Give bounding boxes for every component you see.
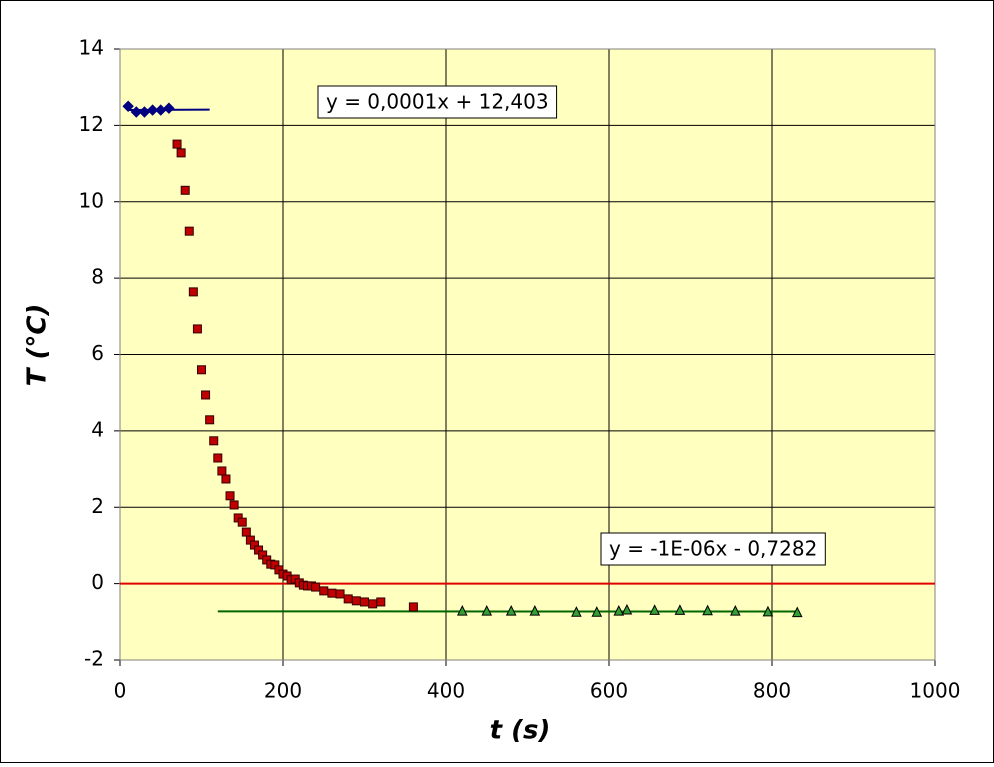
- data-point: [193, 325, 201, 333]
- y-tick-label: -2: [84, 647, 104, 671]
- data-point: [177, 149, 185, 157]
- data-point: [344, 595, 352, 603]
- data-point: [210, 437, 218, 445]
- y-tick-label: 14: [79, 36, 104, 60]
- x-tick-label: 200: [264, 679, 302, 703]
- data-point: [377, 598, 385, 606]
- x-tick-label: 400: [427, 679, 465, 703]
- data-point: [226, 492, 234, 500]
- data-point: [320, 587, 328, 595]
- data-point: [222, 475, 230, 483]
- x-tick-label: 600: [590, 679, 628, 703]
- data-point: [409, 603, 417, 611]
- data-point: [352, 597, 360, 605]
- y-tick-label: 6: [91, 341, 104, 365]
- y-tick-label: 8: [91, 265, 104, 289]
- data-point: [336, 590, 344, 598]
- data-point: [206, 416, 214, 424]
- data-point: [238, 518, 246, 526]
- equation-label: y = 0,0001x + 12,403: [326, 90, 549, 114]
- x-tick-label: 800: [753, 679, 791, 703]
- data-point: [173, 140, 181, 148]
- data-point: [218, 467, 226, 475]
- data-point: [189, 288, 197, 296]
- data-point: [328, 589, 336, 597]
- data-point: [214, 454, 222, 462]
- data-point: [198, 366, 206, 374]
- data-point: [242, 528, 250, 536]
- data-point: [312, 583, 320, 591]
- y-tick-label: 12: [79, 112, 104, 136]
- data-point: [369, 600, 377, 608]
- y-tick-label: 10: [79, 188, 104, 212]
- x-tick-label: 0: [114, 679, 127, 703]
- equation-label: y = -1E-06x - 0,7282: [609, 537, 817, 561]
- y-axis-title: T (°C): [23, 304, 53, 387]
- y-tick-label: 0: [91, 570, 104, 594]
- data-point: [185, 227, 193, 235]
- data-point: [361, 598, 369, 606]
- data-point: [181, 186, 189, 194]
- data-point: [202, 391, 210, 399]
- x-axis-title: t (s): [490, 716, 551, 746]
- y-tick-label: 4: [91, 417, 104, 441]
- data-point: [230, 501, 238, 509]
- y-tick-label: 2: [91, 494, 104, 518]
- x-tick-label: 1000: [910, 679, 961, 703]
